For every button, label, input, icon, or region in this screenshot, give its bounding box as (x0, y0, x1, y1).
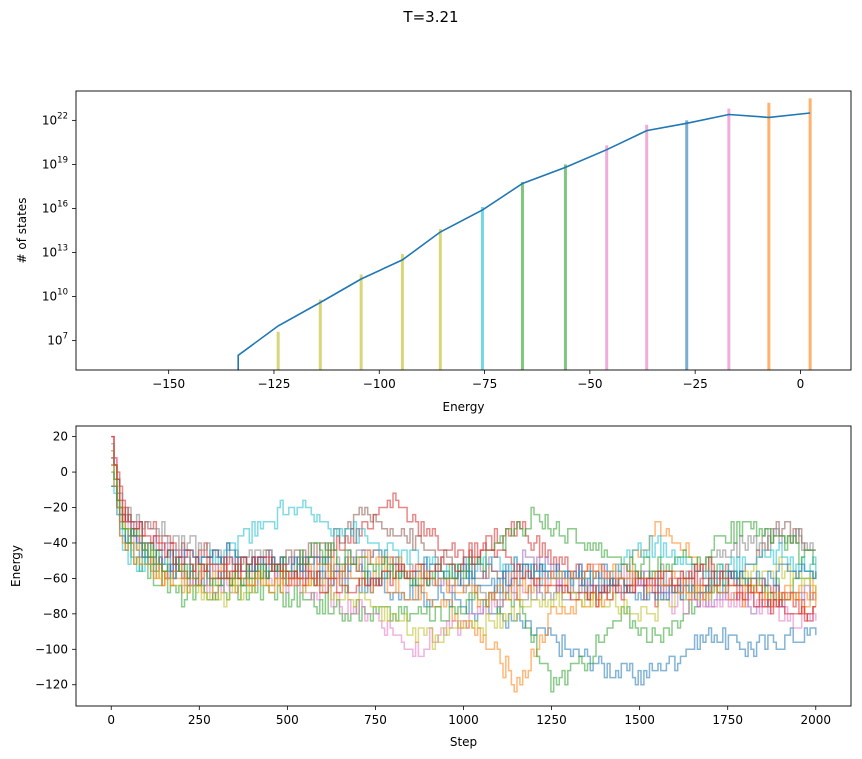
x-tick-label: −50 (577, 377, 602, 391)
histogram-bar (318, 299, 322, 370)
dos-curve (237, 112, 811, 370)
y-axis-label: # of states (15, 198, 29, 264)
dos-panel: −150 −125 −100 −75 −50 −25 0 107 1010 1013 1016 101… (15, 90, 852, 414)
x-tick-label: 500 (276, 713, 299, 727)
trajectory-line (111, 435, 816, 622)
x-tick-label: −25 (682, 377, 707, 391)
trajectory-line (111, 450, 817, 651)
dos-plot-frame (75, 90, 852, 371)
x-tick-label: 0 (797, 377, 805, 391)
x-axis-label: Step (450, 735, 477, 749)
histogram-bar (480, 207, 484, 370)
x-tick-label: 1250 (536, 713, 567, 727)
trajectory-line (111, 464, 817, 615)
histogram-bar (563, 164, 567, 370)
histogram-bar (645, 124, 649, 370)
histogram-bar (520, 182, 524, 370)
y-tick-label: −120 (35, 678, 68, 692)
trajectory-line (111, 485, 817, 601)
y-tick-label: 1019 (42, 155, 68, 171)
trajectory-line (111, 464, 817, 587)
y-tick-label: 1013 (42, 244, 68, 260)
y-tick-label: −80 (43, 607, 68, 621)
trajectory-panel: 0 250 500 750 1000 1250 1500 1750 2000 20 0 −20 −40 −… (9, 425, 852, 749)
y-tick-label: 1022 (42, 111, 68, 127)
histogram-bar (685, 120, 689, 370)
y-tick-label: 107 (47, 332, 68, 348)
x-tick-label: −150 (152, 377, 185, 391)
x-tick-label: −75 (472, 377, 497, 391)
y-tick-label: −60 (43, 571, 68, 585)
y-tick-label: 1016 (42, 199, 68, 215)
x-tick-label: 750 (364, 713, 387, 727)
histogram-bar (727, 108, 731, 370)
x-tick-label: −100 (363, 377, 396, 391)
histogram-bar (438, 229, 442, 370)
histogram-bar (605, 145, 609, 370)
x-tick-label: 1750 (712, 713, 743, 727)
x-tick-label: 2000 (800, 713, 831, 727)
x-tick-label: 1000 (448, 713, 479, 727)
figure-suptitle: T=3.21 (403, 8, 459, 26)
histogram-bar (400, 253, 404, 370)
x-tick-label: 0 (107, 713, 115, 727)
x-tick-label: 250 (188, 713, 211, 727)
x-tick-label: −125 (257, 377, 290, 391)
histogram-bar (276, 331, 280, 370)
y-axis-label: Energy (9, 545, 23, 587)
y-tick-label: −100 (35, 642, 68, 656)
histogram-bar (359, 274, 363, 370)
y-tick-label: 0 (60, 465, 68, 479)
y-tick-label: −40 (43, 536, 68, 550)
x-axis-label: Energy (442, 400, 484, 414)
histogram-bar (767, 102, 771, 370)
y-tick-label: 20 (53, 430, 68, 444)
histogram-bar (808, 98, 812, 370)
x-tick-label: 1500 (624, 713, 655, 727)
y-tick-label: −20 (43, 501, 68, 515)
y-tick-label: 1010 (42, 288, 68, 304)
